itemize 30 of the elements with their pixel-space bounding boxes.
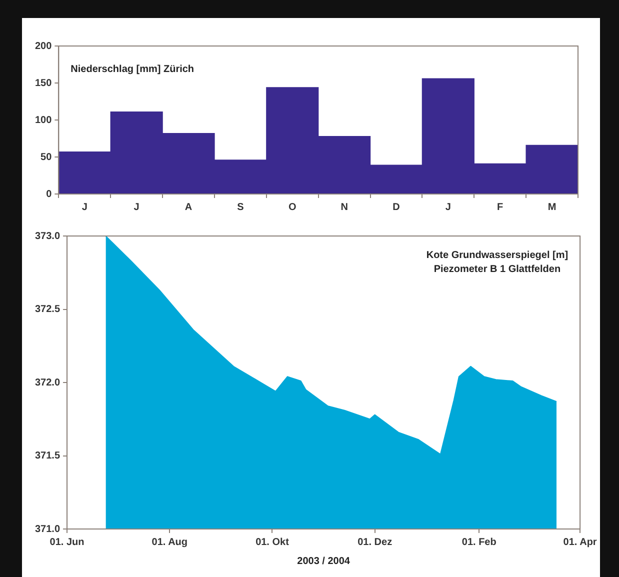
x-tick-label: 01. Dez (358, 536, 392, 548)
x-tick-label: 01. Okt (256, 536, 290, 548)
x-tick-label: M (548, 202, 556, 213)
y-tick-label: 371.5 (34, 450, 60, 462)
text: Niederschlag [mm] Zürich (70, 64, 194, 75)
x-tick-label: O (288, 202, 296, 213)
x-tick-label: D (392, 202, 400, 213)
x-tick-label: 01. Apr (563, 536, 597, 548)
x-tick-label: N (340, 202, 348, 213)
x-tick-label: A (184, 202, 192, 213)
text: Kote Grundwasserspiegel [m] (426, 250, 568, 261)
y-tick-label: 200 (34, 40, 52, 52)
y-tick-label: 372.5 (34, 304, 60, 315)
y-tick-label: 373.0 (34, 230, 60, 242)
x-tick-label: J (134, 202, 140, 213)
x-tick-label: F (497, 202, 504, 213)
x-tick-label: 01. Jun (50, 536, 84, 548)
x-tick-label: J (445, 202, 451, 213)
y-tick-label: 100 (34, 114, 52, 126)
x-tick-label: 01. Feb (462, 536, 496, 548)
y-tick-label: 372.0 (34, 377, 60, 388)
y-tick-label: 371.0 (34, 524, 60, 535)
x-axis-title: 2003 / 2004 (297, 556, 350, 567)
y-tick-label: 150 (34, 78, 52, 89)
text: Piezometer B 1 Glattfelden (434, 264, 561, 275)
y-tick-label: 0 (46, 188, 52, 200)
x-tick-label: S (237, 202, 244, 213)
x-tick-label: 01. Aug (152, 536, 188, 548)
y-tick-label: 50 (40, 152, 52, 163)
x-tick-label: J (82, 202, 88, 213)
